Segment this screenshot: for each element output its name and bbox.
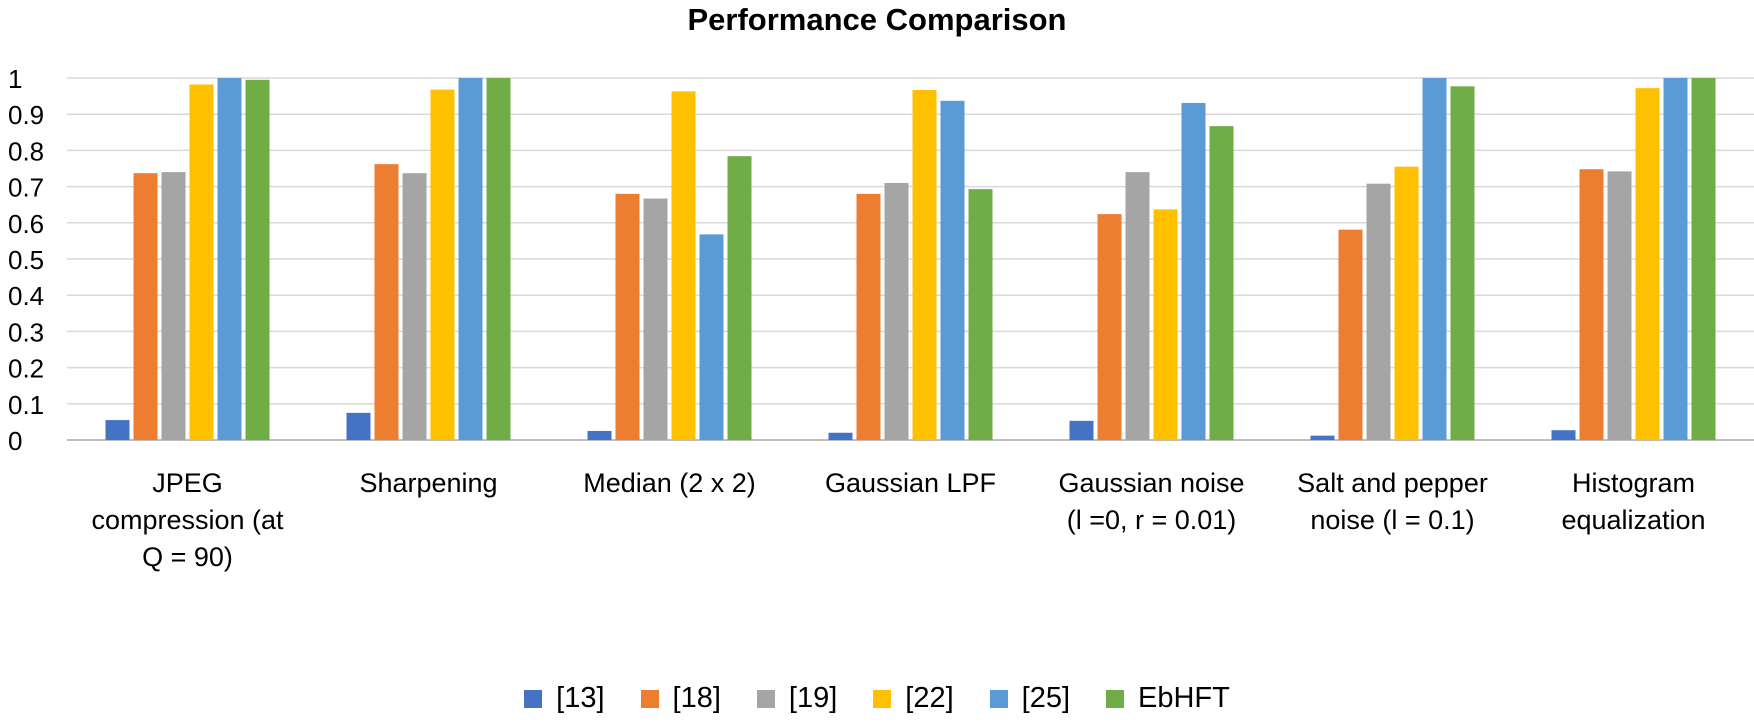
legend-label: [22] [905,682,954,714]
bar [699,234,724,440]
bar [374,164,399,440]
legend-item: [13] [524,682,605,715]
bar [1366,183,1391,441]
bar [1663,78,1688,440]
legend-label: EbHFT [1138,682,1230,714]
bar [615,193,640,440]
bar [1181,102,1206,440]
bar [133,173,158,440]
legend-item: [18] [640,682,721,715]
legend-swatch [873,689,892,708]
bar [105,420,130,440]
x-tick-label: compression (at [91,505,284,535]
bar [1153,209,1178,440]
x-tick-label: Salt and pepper [1297,468,1488,498]
bar [587,430,612,440]
x-tick-label: Sharpening [359,468,497,498]
legend-item: [19] [756,682,838,715]
x-tick-label: noise (l = 0.1) [1310,505,1474,535]
bar [217,78,242,440]
bar [727,156,752,440]
legend-swatch [756,689,775,708]
legend-swatch [989,689,1008,708]
legend-swatch [640,689,659,708]
bar-chart: 0 0.1 0.2 0.3 0.4 0.5 0.6 0.7 0.8 0.9 1 JPEG compres… [8,64,1754,572]
legend-item: EbHFT [1106,682,1230,715]
bar [1125,172,1150,440]
bar [671,91,696,441]
bar [1338,229,1363,440]
bar [856,193,881,440]
bar [643,198,668,440]
bar [968,189,993,440]
y-tick-label: 0.8 [8,136,44,166]
x-tick-label: (l =0, r = 0.01) [1067,505,1237,535]
bar [884,182,909,441]
y-tick-label: 0.3 [8,317,44,347]
y-tick-label: 0.4 [8,281,44,311]
y-tick-label: 0.5 [8,245,44,275]
x-tick-label: Gaussian LPF [825,468,996,498]
x-tick-label: Median (2 x 2) [583,468,756,498]
bar [1691,78,1716,440]
bar [940,100,965,440]
legend-swatch [524,689,543,708]
bar [486,78,511,440]
bar [1579,169,1604,440]
x-tick-label: Q = 90) [142,542,233,572]
bar [189,84,214,441]
legend-label: [19] [788,682,838,714]
y-tick-label: 0 [8,426,22,456]
y-tick-label: 0.7 [8,173,44,203]
bar [245,79,270,440]
bar [828,432,853,440]
bar [402,173,427,440]
bar [1607,171,1632,440]
bar [1394,166,1419,440]
bar [1310,435,1335,440]
y-tick-label: 1 [8,64,22,94]
bar [1635,88,1660,441]
bar [1422,78,1447,440]
y-tick-label: 0.6 [8,209,44,239]
y-tick-label: 0.1 [8,390,44,420]
y-tick-label: 0.9 [8,100,44,130]
bar [346,412,371,440]
bar [430,89,455,441]
legend-swatch [1106,689,1125,708]
x-tick-label: JPEG [152,468,223,498]
bar [161,172,186,440]
chart-title: Performance Comparison [687,2,1067,37]
bar [1209,126,1234,441]
x-tick-label: equalization [1561,505,1705,535]
x-tick-label: Histogram [1572,468,1695,498]
y-tick-label: 0.2 [8,354,44,384]
bar [1097,214,1122,440]
legend-label: [13] [556,682,605,714]
bar [458,78,483,440]
legend-item: [22] [873,682,954,715]
bar [1450,86,1475,441]
bar [1551,430,1576,440]
legend: [13] [18] [19] [22] [25] EbHFT [0,682,1754,715]
x-tick-label: Gaussian noise [1058,468,1244,498]
legend-label: [18] [672,682,721,714]
legend-label: [25] [1021,682,1071,714]
bar [912,89,937,441]
bar [1069,420,1094,440]
legend-item: [25] [989,682,1071,715]
